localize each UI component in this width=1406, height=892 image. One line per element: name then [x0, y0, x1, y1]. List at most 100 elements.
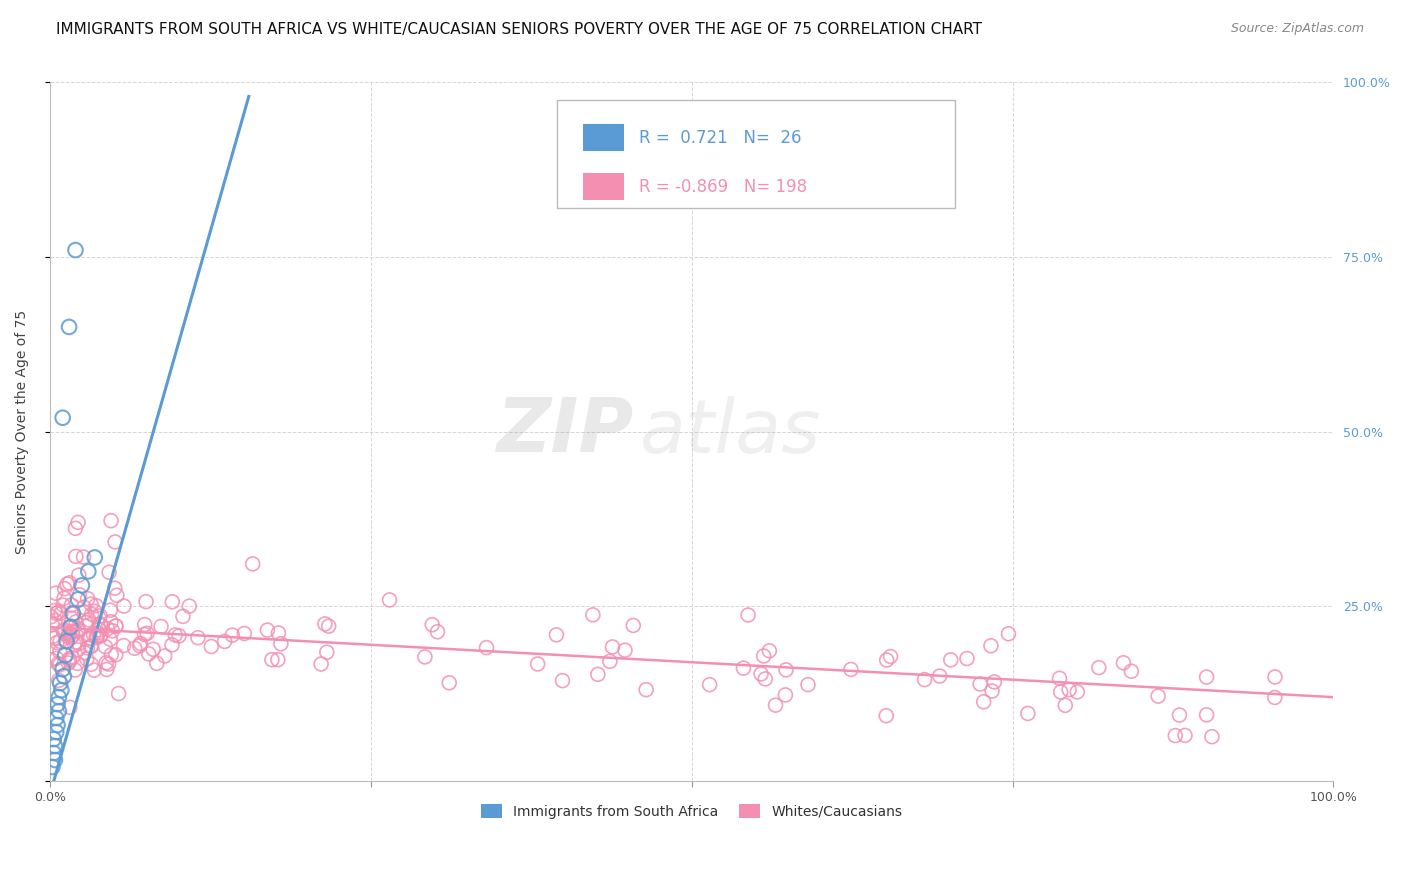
Point [67, 592, 90, 607]
Point [48, 657, 70, 672]
Point [98, 632, 121, 647]
Point [80, 597, 103, 611]
Point [53, 625, 76, 640]
Point [89, 608, 111, 623]
Point [1121, 664, 1143, 678]
Point [65, 635, 87, 649]
Point [150, 619, 173, 633]
Y-axis label: Seniors Poverty Over the Age of 75: Seniors Poverty Over the Age of 75 [15, 310, 30, 554]
Point [1066, 685, 1088, 699]
Point [77, 613, 100, 627]
Point [66, 657, 89, 671]
Point [105, 619, 128, 633]
Point [699, 678, 721, 692]
Point [41, 760, 63, 774]
Point [1049, 685, 1071, 699]
Point [90, 619, 112, 633]
Point [242, 557, 264, 571]
Point [89, 629, 111, 643]
Point [100, 615, 122, 629]
Point [52, 410, 75, 425]
Point [167, 629, 190, 643]
Point [172, 609, 194, 624]
Point [87, 626, 110, 640]
Point [46, 718, 69, 732]
Point [48, 704, 70, 718]
Point [775, 688, 797, 702]
Point [60, 650, 83, 665]
Point [413, 649, 436, 664]
Point [378, 593, 401, 607]
Point [67, 636, 90, 650]
Point [124, 641, 146, 656]
Point [94, 640, 117, 654]
Point [77, 631, 100, 645]
Point [153, 648, 176, 663]
Point [973, 695, 995, 709]
Point [52, 598, 75, 612]
Point [62, 607, 84, 621]
Point [58, 320, 80, 334]
Point [65, 521, 87, 535]
Point [48, 690, 70, 705]
Point [983, 674, 1005, 689]
Point [58, 628, 80, 642]
Point [969, 677, 991, 691]
Point [76, 652, 98, 666]
Text: Source: ZipAtlas.com: Source: ZipAtlas.com [1230, 22, 1364, 36]
Point [58, 656, 80, 670]
Point [60, 619, 83, 633]
Point [586, 667, 609, 681]
Point [526, 657, 548, 671]
Point [58, 626, 80, 640]
Point [981, 684, 1004, 698]
Point [142, 642, 165, 657]
Point [46, 635, 69, 649]
Point [134, 617, 156, 632]
Point [1017, 706, 1039, 721]
Text: IMMIGRANTS FROM SOUTH AFRICA VS WHITE/CAUCASIAN SENIORS POVERTY OVER THE AGE OF : IMMIGRANTS FROM SOUTH AFRICA VS WHITE/CA… [56, 22, 983, 37]
Point [105, 588, 128, 602]
Point [58, 575, 80, 590]
Point [80, 639, 103, 653]
Point [46, 697, 69, 711]
Point [165, 628, 187, 642]
Point [914, 673, 936, 687]
Point [84, 604, 107, 618]
Point [752, 648, 775, 663]
Point [599, 654, 621, 668]
Point [260, 653, 283, 667]
Point [60, 611, 83, 625]
Point [318, 619, 340, 633]
Point [62, 628, 84, 642]
Point [749, 667, 772, 681]
Point [73, 600, 96, 615]
Point [42, 732, 65, 747]
Point [55, 634, 77, 648]
Point [98, 603, 121, 617]
Point [58, 621, 80, 635]
Point [138, 647, 160, 661]
Point [104, 581, 127, 595]
Point [256, 623, 278, 637]
Point [67, 624, 90, 638]
Point [67, 622, 90, 636]
Point [997, 627, 1019, 641]
Point [129, 636, 152, 650]
Point [879, 649, 901, 664]
Point [65, 615, 87, 629]
Point [315, 645, 337, 659]
Point [875, 708, 897, 723]
Point [96, 622, 118, 636]
Point [1049, 671, 1071, 685]
Point [98, 566, 121, 580]
Point [1054, 698, 1077, 713]
Point [69, 588, 91, 602]
Point [53, 591, 76, 606]
Point [128, 639, 150, 653]
Point [1264, 690, 1286, 705]
Point [200, 640, 222, 654]
Point [53, 648, 76, 663]
Point [546, 628, 568, 642]
Point [62, 624, 84, 639]
